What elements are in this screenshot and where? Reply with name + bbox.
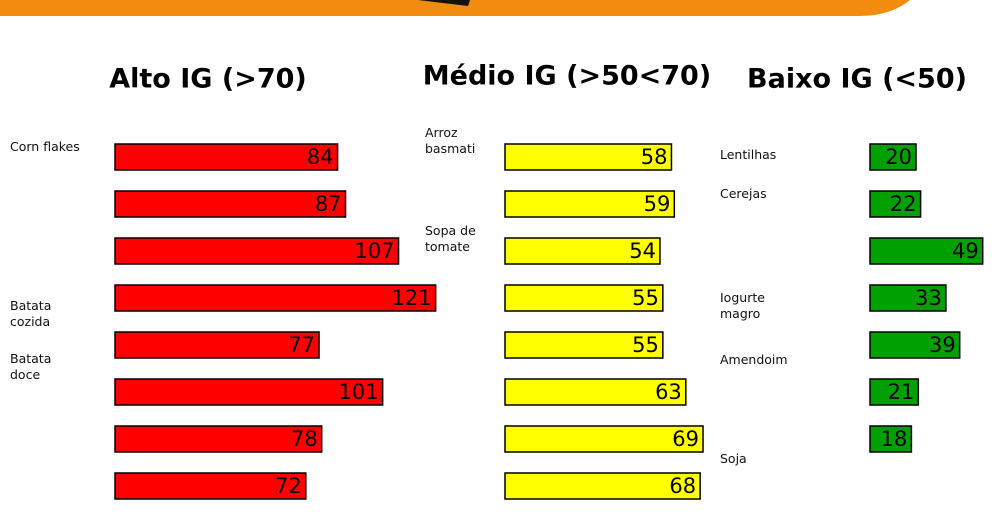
bar xyxy=(114,425,323,453)
value-label: 39 xyxy=(929,333,956,357)
category-label: Cerejas xyxy=(720,186,767,201)
value-label: 121 xyxy=(392,286,432,310)
bar xyxy=(114,378,384,406)
bar xyxy=(869,331,961,359)
bar xyxy=(114,190,347,218)
category-label: Soja xyxy=(720,451,747,466)
bar xyxy=(504,190,676,218)
value-label: 87 xyxy=(315,192,342,216)
banner-decoration xyxy=(418,0,470,6)
value-label: 84 xyxy=(307,145,334,169)
panel-title: Alto IG (>70) xyxy=(109,64,307,95)
bar xyxy=(504,378,687,406)
value-label: 72 xyxy=(275,474,302,498)
value-label: 22 xyxy=(890,192,917,216)
bar xyxy=(504,425,704,453)
value-label: 54 xyxy=(629,239,656,263)
bar xyxy=(504,143,673,171)
value-label: 33 xyxy=(915,286,942,310)
top-banner xyxy=(0,0,910,16)
category-label: Lentilhas xyxy=(720,147,777,162)
value-label: 59 xyxy=(644,192,671,216)
value-label: 77 xyxy=(288,333,315,357)
value-label: 55 xyxy=(632,286,659,310)
panel-title: Médio IG (>50<70) xyxy=(423,61,711,92)
value-label: 63 xyxy=(655,380,682,404)
bar xyxy=(504,284,664,312)
bar xyxy=(869,378,920,406)
bar xyxy=(869,284,947,312)
bar xyxy=(869,143,917,171)
bar xyxy=(114,237,400,265)
bar xyxy=(114,143,339,171)
value-label: 55 xyxy=(632,333,659,357)
bar xyxy=(869,425,913,453)
value-label: 69 xyxy=(672,427,699,451)
value-label: 78 xyxy=(291,427,318,451)
category-label: Batata doce xyxy=(10,351,52,382)
value-label: 21 xyxy=(888,380,915,404)
value-label: 58 xyxy=(641,145,668,169)
category-label: Iogurte magro xyxy=(720,290,765,321)
bar xyxy=(504,472,701,500)
bar xyxy=(869,237,984,265)
bar xyxy=(114,472,307,500)
value-label: 20 xyxy=(885,145,912,169)
value-label: 49 xyxy=(952,239,979,263)
category-label: Batata cozida xyxy=(10,298,52,329)
bar xyxy=(504,237,661,265)
value-label: 68 xyxy=(669,474,696,498)
value-label: 101 xyxy=(339,380,379,404)
bar xyxy=(869,190,922,218)
panel-title: Baixo IG (<50) xyxy=(747,64,967,95)
category-label: Corn flakes xyxy=(10,139,80,154)
value-label: 107 xyxy=(354,239,394,263)
bar xyxy=(504,331,664,359)
value-label: 18 xyxy=(881,427,908,451)
bar xyxy=(114,331,320,359)
category-label: Sopa de tomate xyxy=(425,223,476,254)
category-label: Amendoim xyxy=(720,352,788,367)
category-label: Arroz basmati xyxy=(425,125,476,156)
bar xyxy=(114,284,437,312)
